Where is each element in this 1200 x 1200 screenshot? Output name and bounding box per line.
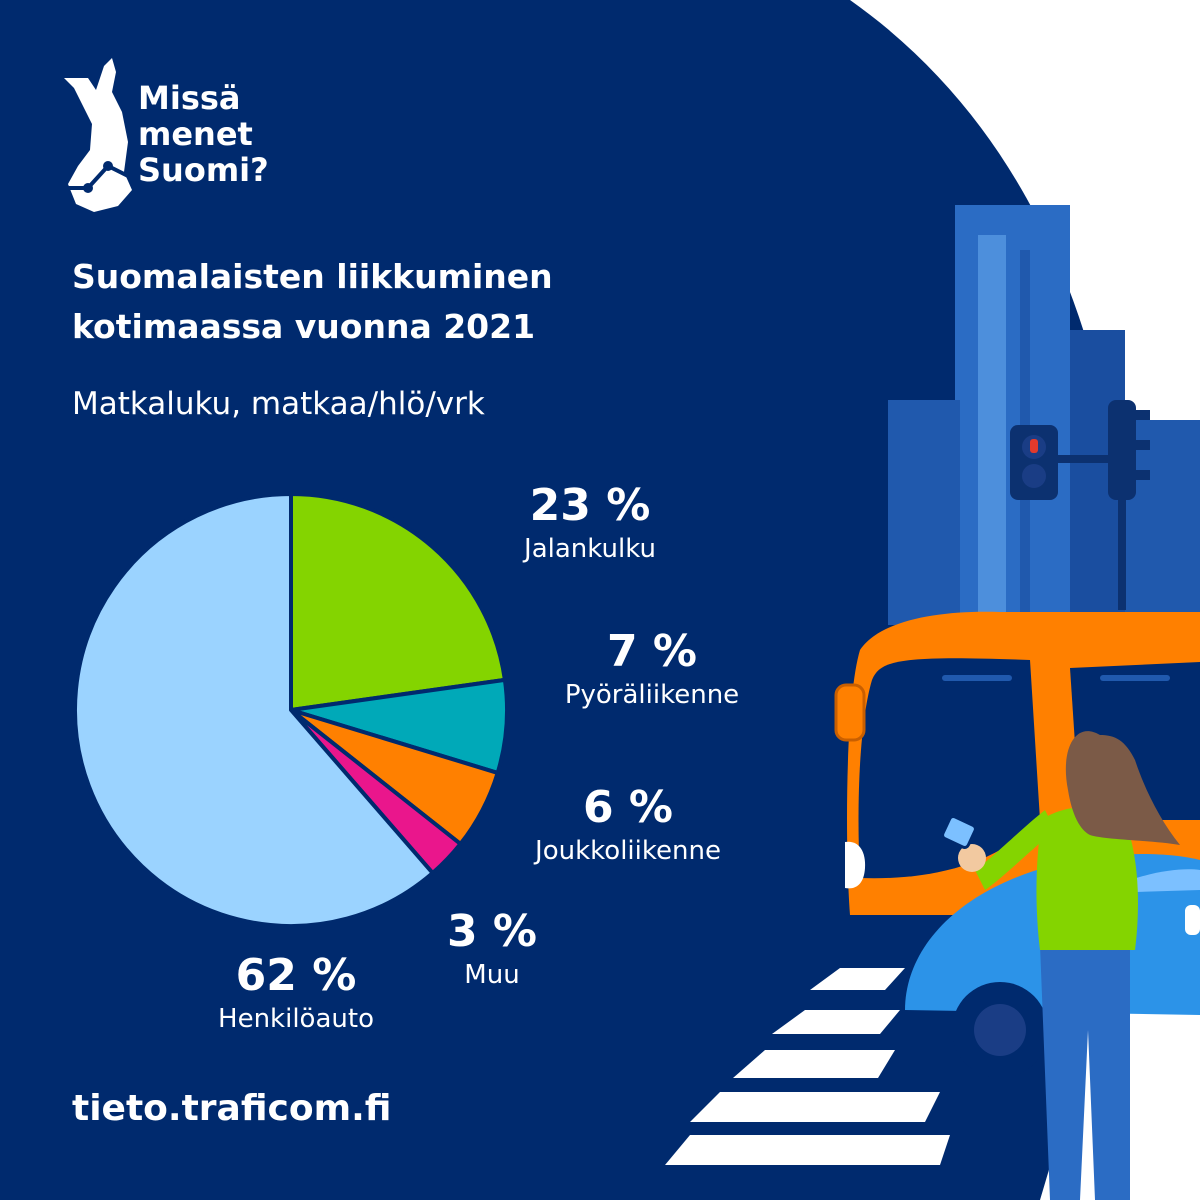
slice-label-muu: 3 % Muu [447, 906, 537, 992]
slice-label-jalankulku: 23 % Jalankulku [524, 480, 656, 566]
slice-category-label: Muu [464, 960, 520, 990]
logo-line-3: Suomi? [138, 151, 269, 189]
slice-category-label: Henkilöauto [218, 1004, 374, 1034]
logo-text: Missä menet Suomi? [138, 80, 269, 188]
chart-title-line-2: kotimaassa vuonna 2021 [72, 307, 536, 346]
slice-value-label: 23 % [529, 480, 651, 531]
logo-line-1: Missä [138, 79, 241, 117]
traffic-light-icon [1010, 400, 1150, 610]
chart-title: Suomalaisten liikkuminen kotimaassa vuon… [72, 252, 553, 352]
slice-value-label: 7 % [606, 626, 698, 677]
pie-chart [73, 492, 509, 928]
slice-value-label: 3 % [446, 906, 538, 957]
slice-label-pyoraliikenne: 7 % Pyöräliikenne [565, 626, 739, 712]
finland-map-logo-icon [64, 58, 132, 212]
crosswalk-icon [665, 968, 950, 1165]
chart-subtitle: Matkaluku, matkaa/hlö/vrk [72, 386, 485, 422]
pie-slice-henkilöauto [73, 492, 435, 928]
slice-category-label: Pyöräliikenne [564, 680, 740, 710]
logo-line-2: menet [138, 115, 253, 153]
woman-with-phone-icon [941, 731, 1180, 1200]
pie-slice-jalankulku [289, 492, 507, 712]
slice-label-henkiloauto: 62 % Henkilöauto [218, 950, 374, 1036]
slice-value-label: 6 % [582, 782, 674, 833]
slice-category-label: Joukkoliikenne [535, 836, 721, 866]
source-link[interactable]: tieto.traficom.fi [72, 1088, 392, 1129]
slice-value-label: 62 % [235, 950, 357, 1001]
slice-category-label: Jalankulku [524, 534, 656, 564]
slice-label-joukkoliikenne: 6 % Joukkoliikenne [535, 782, 721, 868]
chart-title-line-1: Suomalaisten liikkuminen [72, 257, 553, 296]
